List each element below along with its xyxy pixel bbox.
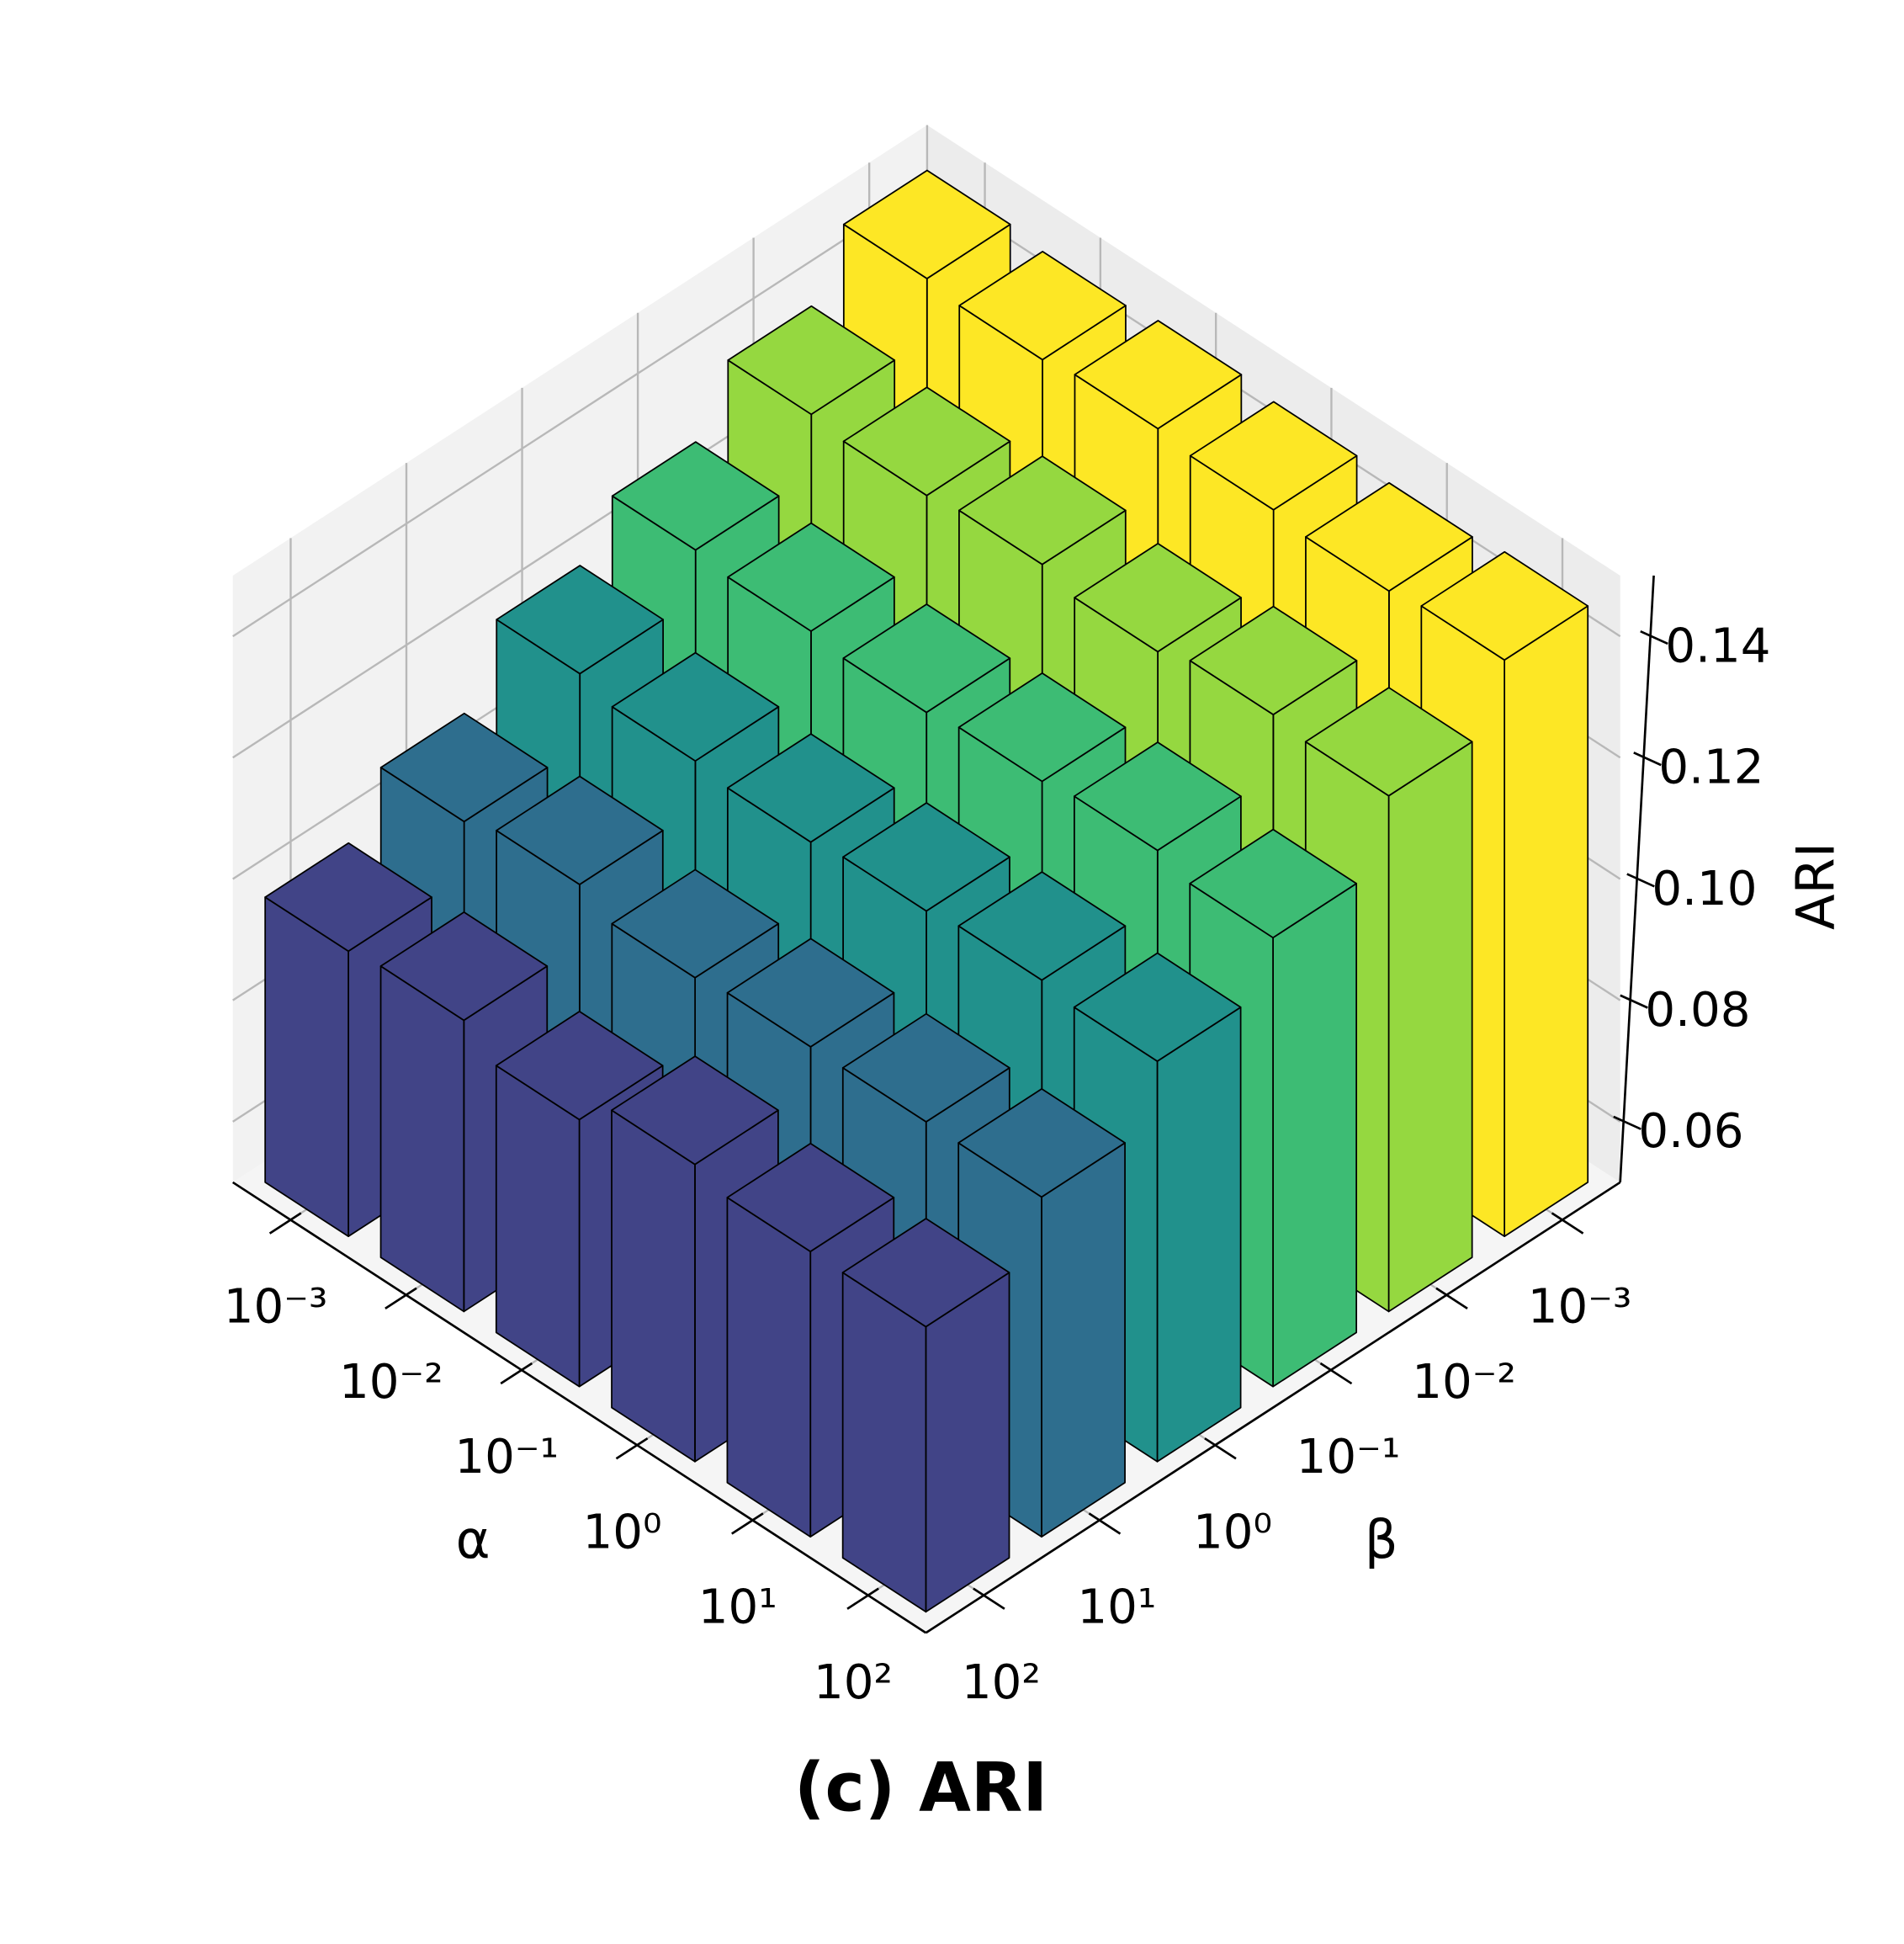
y-tick-label: 10⁻¹	[1297, 1430, 1401, 1485]
bar-front	[495, 1065, 581, 1388]
bar-top	[841, 1218, 1010, 1328]
z-tick	[1633, 752, 1662, 767]
y-axis-label: β	[1365, 1509, 1398, 1570]
bar-top	[379, 911, 549, 1022]
y-tick-label: 10⁻²	[1412, 1355, 1516, 1410]
bar-top	[1189, 605, 1358, 716]
z-tick-label: 0.08	[1645, 983, 1750, 1038]
y-axis-line	[925, 1181, 1621, 1634]
bar-top	[611, 441, 780, 551]
y-tick	[1204, 1437, 1237, 1460]
y-tick	[973, 1587, 1005, 1610]
axes: 10⁻³10⁻²10⁻¹10⁰10¹10²10⁻³10⁻²10⁻¹10⁰10¹1…	[224, 575, 1770, 1710]
y-tick-label: 10⁰	[1193, 1505, 1272, 1559]
bar-top	[842, 603, 1011, 714]
x-tick-label: 10⁻²	[339, 1355, 443, 1410]
x-tick-label: 10¹	[698, 1580, 777, 1635]
bar-top	[727, 305, 896, 416]
x-tick	[385, 1287, 417, 1309]
bar-top	[842, 802, 1010, 912]
bar-top	[957, 672, 1127, 783]
y-tick-label: 10¹	[1077, 1580, 1156, 1635]
z-tick	[1626, 873, 1655, 888]
z-tick	[1620, 994, 1648, 1009]
bar-side	[1041, 1142, 1126, 1538]
bar-top	[1189, 401, 1358, 511]
bar-side	[1272, 882, 1358, 1388]
x-tick	[500, 1362, 533, 1385]
bar-front	[726, 1197, 812, 1538]
x-tick	[268, 1212, 302, 1235]
bar-top	[958, 250, 1127, 361]
bar-top	[1420, 550, 1589, 661]
bar-top	[611, 868, 780, 979]
z-tick	[1613, 1115, 1641, 1130]
bar-side	[1387, 741, 1473, 1313]
bar-side	[1504, 605, 1589, 1238]
bar-top	[611, 651, 780, 762]
bar-top	[496, 775, 664, 885]
bar-top	[958, 455, 1127, 566]
bar-top	[842, 169, 1011, 279]
bar-top	[611, 1055, 779, 1166]
bar-top	[957, 871, 1127, 981]
bar-side	[1156, 1006, 1242, 1463]
bar-top	[1304, 687, 1473, 797]
bar-top	[727, 522, 895, 632]
bar-top	[726, 937, 895, 1048]
bar-front	[264, 896, 349, 1238]
x-tick	[846, 1587, 879, 1610]
y-tick	[1088, 1512, 1122, 1535]
bar-front	[841, 1272, 927, 1613]
y-tick	[1319, 1362, 1353, 1385]
x-tick	[731, 1512, 764, 1535]
bar-front	[379, 965, 465, 1313]
z-axis-label: ARI	[1785, 842, 1846, 930]
x-tick	[615, 1437, 649, 1460]
bars	[264, 169, 1589, 1613]
bar-front	[611, 1109, 696, 1463]
bar-top	[726, 1142, 895, 1253]
bar-top	[1073, 952, 1242, 1062]
x-tick-label: 10⁻³	[224, 1280, 328, 1335]
bar-top	[1305, 481, 1473, 592]
bar-top	[379, 712, 549, 823]
bar-top	[1073, 741, 1242, 852]
grid-line	[232, 184, 928, 638]
x-tick-label: 10²	[814, 1655, 893, 1710]
bar-side	[925, 1272, 1010, 1613]
bar-top	[495, 1010, 664, 1121]
x-tick-label: 10⁻¹	[454, 1430, 559, 1485]
bar-top	[264, 842, 432, 953]
bar-top	[842, 386, 1011, 497]
bar-top	[1074, 542, 1242, 653]
z-tick-label: 0.06	[1638, 1104, 1743, 1159]
x-axis-label: α	[456, 1509, 491, 1570]
x-tick-label: 10⁰	[582, 1505, 661, 1559]
z-tick-label: 0.14	[1665, 619, 1770, 673]
y-tick	[1551, 1212, 1584, 1235]
z-tick-label: 0.10	[1652, 862, 1757, 916]
z-tick	[1640, 629, 1668, 645]
bar-top	[841, 1012, 1010, 1123]
x-axis-line	[231, 1181, 927, 1634]
z-tick-label: 0.12	[1658, 741, 1763, 795]
bar-top	[1074, 320, 1243, 430]
bar-top	[726, 733, 895, 843]
bar-top	[496, 565, 664, 675]
y-tick-label: 10²	[962, 1655, 1041, 1710]
bar-top	[957, 1087, 1126, 1198]
chart-title: (c) ARI	[794, 1749, 1047, 1827]
y-tick	[1435, 1287, 1468, 1309]
y-tick-label: 10⁻³	[1528, 1280, 1632, 1335]
bar-top	[1189, 828, 1358, 939]
